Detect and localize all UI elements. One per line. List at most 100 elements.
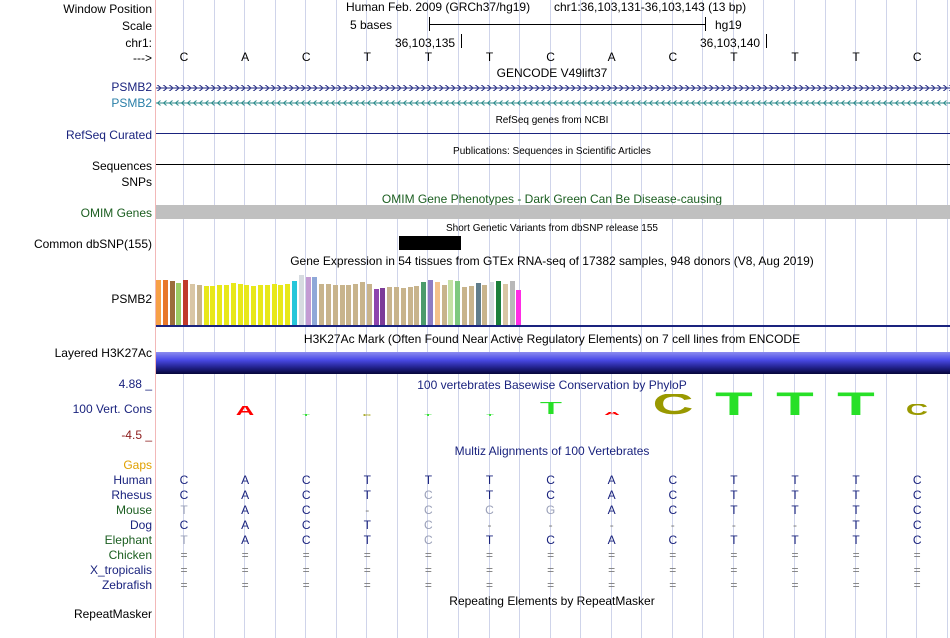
gtex-bar[interactable] [366,284,372,325]
gtex-bar[interactable] [475,283,481,325]
gtex-bar[interactable] [400,288,406,325]
alignment-base: T [730,533,738,547]
gtex-bar[interactable] [373,289,379,325]
refseq-gene-line[interactable] [156,133,950,134]
common-dbsnp-label[interactable]: Common dbSNP(155) [33,237,152,251]
alignment-base: C [179,473,189,487]
gtex-bar[interactable] [462,287,467,325]
gtex-bar[interactable] [196,285,202,325]
refseq-title: RefSeq genes from NCBI [495,115,609,126]
gtex-bar[interactable] [271,284,277,325]
omim-genes-label[interactable]: OMIM Genes [80,206,152,220]
reference-base: T [424,50,433,64]
gtex-bar[interactable] [162,280,168,325]
window-position-label: Window Position [63,2,152,16]
gtex-bar[interactable] [298,275,304,325]
psmb2-gencode-label-1[interactable]: PSMB2 [111,80,152,94]
ruler-tick-2: 36,103,140 [700,36,761,50]
gtex-bar[interactable] [251,286,257,325]
gtex-bar[interactable] [217,285,223,325]
gtex-expression-chart[interactable] [156,268,950,325]
alignment-base: G [545,503,556,517]
ruler-tick-2-mark [766,34,767,48]
vert-cons-label[interactable]: 100 Vert. Cons [72,402,152,416]
species-label: X_tropicalis [89,563,152,577]
gtex-bar[interactable] [428,280,433,325]
species-label: Zebrafish [101,578,152,592]
gtex-bar[interactable] [448,280,454,325]
gencode-transcripts[interactable] [156,82,950,110]
gtex-bar[interactable] [258,285,263,325]
gtex-bar[interactable] [468,286,474,325]
snps-label[interactable]: SNPs [121,175,152,189]
h3k27ac-signal-band[interactable] [156,352,950,374]
gtex-bar[interactable] [264,285,270,325]
gtex-psmb2-label[interactable]: PSMB2 [111,292,152,306]
gtex-bar[interactable] [305,277,311,325]
phylop-base-logo: T [485,414,494,416]
gtex-bar[interactable] [380,288,386,325]
gtex-bar[interactable] [244,285,250,325]
alignment-base: C [912,533,922,547]
gtex-bar[interactable] [319,284,325,325]
reference-base: A [607,50,616,64]
gtex-bar[interactable] [203,286,209,325]
reference-base: T [852,50,860,64]
gtex-bar[interactable] [407,287,413,325]
phylop-base-logo: T [424,414,433,416]
repeatmasker-label[interactable]: RepeatMasker [73,607,152,621]
gtex-bar[interactable] [421,282,427,325]
gtex-bar[interactable] [414,286,420,325]
gtex-bar[interactable] [156,280,161,325]
gtex-bar[interactable] [346,285,352,325]
gtex-bar[interactable] [312,277,318,325]
omim-feature-bar[interactable] [156,205,950,219]
reference-base: T [363,50,371,64]
gtex-bar[interactable] [516,290,522,325]
gtex-bar[interactable] [339,285,345,325]
gtex-bar[interactable] [353,284,359,325]
gtex-bar[interactable] [292,281,297,325]
gtex-bar[interactable] [169,281,175,325]
gtex-bar[interactable] [326,284,331,325]
gtex-bar[interactable] [190,284,195,325]
gtex-bar[interactable] [502,284,508,325]
alignment-base: C [424,503,433,517]
gtex-bar[interactable] [237,284,243,325]
alignment-base: T [180,533,188,547]
alignment-base: = [241,563,249,577]
gtex-bar[interactable] [210,286,216,325]
gtex-bar[interactable] [509,281,515,325]
gtex-bar[interactable] [176,283,182,325]
gtex-bar[interactable] [278,285,284,325]
alignment-base: = [424,548,432,562]
publications-title: Publications: Sequences in Scientific Ar… [453,146,651,157]
alignment-base: = [669,578,677,592]
gtex-bar[interactable] [482,285,488,325]
alignment-base: = [730,563,738,577]
grid-line [947,0,948,638]
gtex-bar[interactable] [455,281,461,325]
gtex-bar[interactable] [441,285,447,325]
gtex-bar[interactable] [394,287,399,325]
gtex-bar[interactable] [360,282,365,325]
phylop-title: 100 vertebrates Basewise Conservation by… [417,378,687,392]
gtex-bar[interactable] [224,285,229,325]
psmb2-gencode-label-2[interactable]: PSMB2 [111,96,152,110]
refseq-curated-label[interactable]: RefSeq Curated [65,128,152,142]
gtex-bar[interactable] [434,282,440,325]
reference-base: C [179,50,189,64]
alignment-base: T [791,533,799,547]
reference-base: C [301,50,311,64]
gtex-bar[interactable] [183,280,189,325]
gtex-bar[interactable] [387,287,393,325]
dbsnp-variant-block[interactable] [399,236,461,250]
gtex-bar[interactable] [496,281,501,325]
layered-h3k27ac-label[interactable]: Layered H3K27Ac [54,346,152,360]
sequences-label[interactable]: Sequences [91,159,152,173]
gtex-bar[interactable] [489,282,495,325]
publications-line[interactable] [156,164,950,165]
gtex-bar[interactable] [230,283,236,325]
gtex-bar[interactable] [285,284,291,325]
gtex-bar[interactable] [332,285,338,325]
